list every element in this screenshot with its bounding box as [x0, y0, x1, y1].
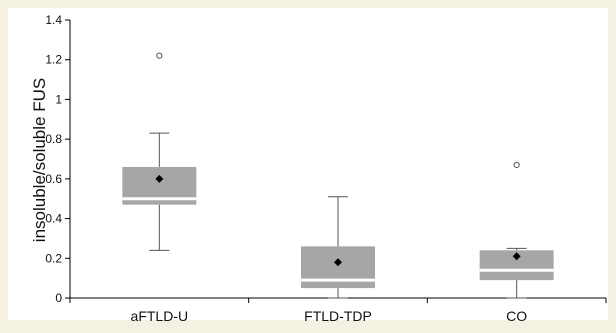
box-series [122, 52, 554, 299]
y-axis-title: insoluble/soluble FUS [30, 78, 49, 242]
y-axis: 0 0.2 0.4 0.6 0.8 1 1.2 1.4 [45, 13, 71, 305]
iqr-box [301, 246, 375, 289]
x-category-label: FTLD-TDP [304, 308, 372, 324]
box-ftld-tdp [301, 196, 375, 299]
mean-marker [334, 258, 342, 267]
y-tick-label: 0.8 [45, 132, 62, 146]
y-tick-label: 1.2 [45, 53, 62, 67]
y-tick-label: 1 [55, 92, 62, 106]
x-category-label: CO [506, 308, 527, 324]
y-tick-label: 0.4 [45, 212, 62, 226]
y-tick-label: 0.2 [45, 251, 62, 265]
box-co [479, 161, 554, 299]
mean-marker [155, 174, 164, 183]
box-aftld-u [122, 52, 197, 251]
x-category-label: aFTLD-U [131, 308, 189, 324]
outlier-point [513, 161, 520, 169]
y-tick-label: 1.4 [45, 13, 62, 27]
outlier-point [156, 52, 163, 59]
mean-marker [512, 252, 521, 261]
y-tick-label: 0.6 [45, 172, 62, 186]
y-tick-label: 0 [55, 291, 62, 305]
